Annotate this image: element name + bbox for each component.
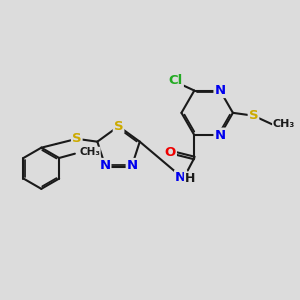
Text: H: H: [184, 172, 195, 185]
Text: Cl: Cl: [169, 74, 183, 87]
Text: N: N: [214, 129, 226, 142]
Text: N: N: [127, 159, 138, 172]
Text: S: S: [249, 109, 258, 122]
Text: N: N: [175, 171, 186, 184]
Text: CH₃: CH₃: [79, 147, 100, 157]
Text: S: S: [72, 132, 82, 145]
Text: N: N: [99, 159, 110, 172]
Text: O: O: [165, 146, 176, 159]
Text: N: N: [214, 84, 226, 97]
Text: S: S: [114, 120, 123, 133]
Text: CH₃: CH₃: [273, 119, 295, 129]
